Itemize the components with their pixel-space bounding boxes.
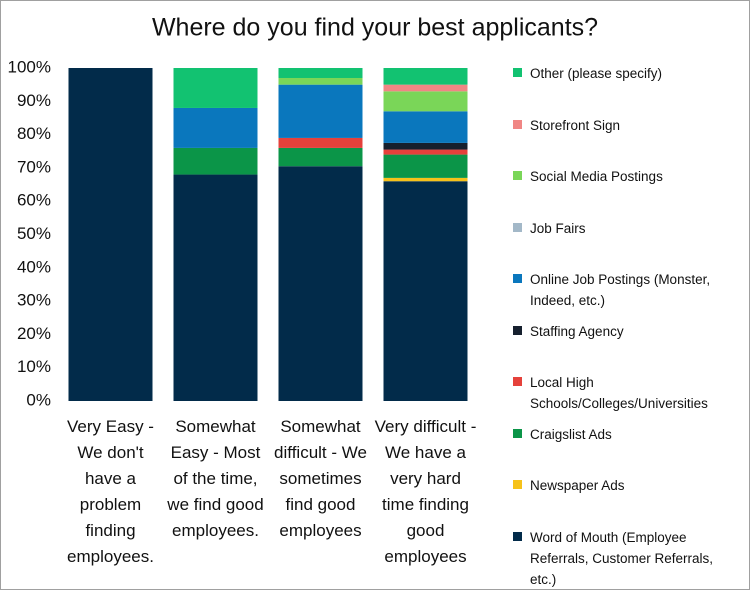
legend-item: Staffing Agency	[513, 321, 738, 342]
legend-swatch	[513, 377, 522, 386]
legend-label: Newspaper Ads	[530, 478, 625, 493]
bar-segment	[383, 91, 468, 112]
bar-segment	[383, 149, 468, 155]
legend-swatch	[513, 531, 522, 541]
bar-segment	[383, 84, 468, 92]
bar-segment	[278, 77, 363, 85]
bar-segment	[173, 174, 258, 401]
bar-segment	[383, 142, 468, 150]
y-tick-label: 90%	[17, 91, 51, 110]
legend-item: Craigslist Ads	[513, 424, 738, 445]
bar-segment	[173, 68, 258, 108]
legend-label: Social Media Postings	[530, 169, 663, 184]
y-tick-label: 40%	[17, 257, 51, 276]
legend-swatch	[513, 171, 522, 180]
bar-segment	[278, 84, 363, 138]
legend-item: Newspaper Ads	[513, 475, 738, 496]
legend-item: Job Fairs	[513, 218, 738, 239]
bar-segment	[68, 68, 153, 401]
legend-item: Online Job Postings (Monster, Indeed, et…	[513, 269, 738, 311]
y-tick-label: 50%	[17, 224, 51, 243]
bar-segment	[278, 147, 363, 167]
bar-segment	[278, 137, 363, 148]
y-tick-label: 0%	[26, 390, 51, 409]
x-tick-label: Very Easy - We don't have a problem find…	[67, 417, 154, 566]
legend-label: Staffing Agency	[530, 323, 624, 339]
legend-swatch	[513, 480, 522, 489]
y-tick-label: 100%	[8, 57, 51, 76]
bar-segment	[278, 68, 363, 78]
legend-item: Other (please specify)	[513, 63, 738, 84]
legend-swatch	[513, 222, 522, 232]
bar-segment	[383, 177, 468, 182]
legend-swatch	[513, 274, 522, 283]
legend-swatch	[513, 325, 522, 335]
legend-swatch	[513, 428, 522, 438]
bar-segment	[383, 111, 468, 143]
legend-label: Other (please specify)	[530, 66, 663, 81]
legend-label: Online Job Postings (Monster, Indeed, et…	[530, 272, 711, 308]
x-tick-label: Somewhat Easy - Most of the time, we fin…	[167, 417, 264, 540]
legend-item: Storefront Sign	[513, 115, 738, 136]
legend-label: Word of Mouth (Employee Referrals, Custo…	[530, 529, 714, 587]
bar-segment	[383, 154, 468, 178]
y-tick-label: 30%	[17, 291, 51, 310]
bar-segment	[278, 166, 363, 401]
bar-segment	[173, 107, 258, 148]
x-tick-label: Very difficult - We have a very hard tim…	[374, 417, 477, 566]
y-tick-label: 10%	[17, 357, 51, 376]
y-tick-label: 20%	[17, 324, 51, 343]
bar-segment	[383, 181, 468, 401]
y-tick-label: 60%	[17, 191, 51, 210]
bar-segment	[173, 147, 258, 175]
legend-swatch	[513, 68, 522, 77]
legend-item: Word of Mouth (Employee Referrals, Custo…	[513, 527, 738, 590]
legend-label: Storefront Sign	[530, 117, 621, 133]
bar-segment	[383, 68, 468, 85]
legend-label: Craigslist Ads	[530, 426, 612, 442]
y-tick-label: 70%	[17, 157, 51, 176]
legend-item: Local High Schools/Colleges/Universities	[513, 372, 738, 414]
legend-item: Social Media Postings	[513, 166, 738, 187]
legend-label: Local High Schools/Colleges/Universities	[530, 375, 708, 411]
x-tick-label: Somewhat difficult - We sometimes find g…	[274, 417, 367, 540]
legend-swatch	[513, 119, 522, 129]
y-tick-label: 80%	[17, 124, 51, 143]
legend-label: Job Fairs	[530, 220, 586, 236]
chart-title: Where do you find your best applicants?	[152, 14, 598, 42]
